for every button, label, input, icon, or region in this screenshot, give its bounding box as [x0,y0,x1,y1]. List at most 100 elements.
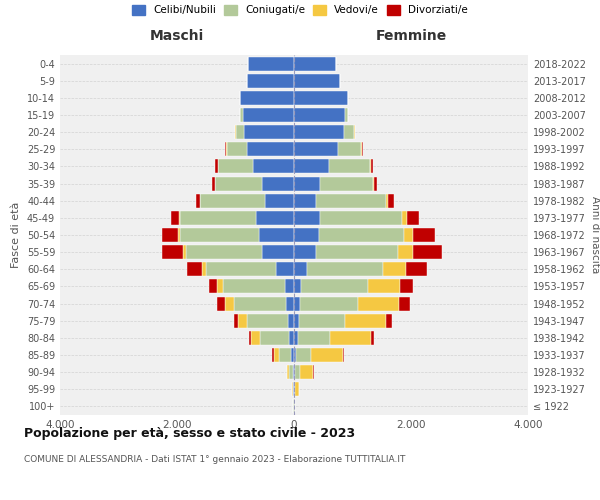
Bar [294,296,300,310]
Bar [294,108,345,122]
Bar [402,211,407,225]
Bar [374,176,377,190]
Bar [346,314,386,328]
Bar [240,91,294,105]
Bar [217,280,223,293]
Bar [227,142,247,156]
Bar [218,160,253,173]
Bar [362,142,363,156]
Bar [187,262,202,276]
Bar [413,228,435,242]
Bar [239,108,242,122]
Bar [209,280,217,293]
Bar [338,142,361,156]
Bar [242,108,294,122]
Bar [162,228,178,242]
Bar [248,56,294,70]
Bar [320,176,373,190]
Bar [171,211,179,225]
Bar [186,245,262,259]
Bar [299,314,346,328]
Bar [234,296,286,310]
Bar [202,262,206,276]
Bar [386,194,388,207]
Bar [289,331,294,345]
Bar [244,125,294,139]
Bar [307,262,383,276]
Bar [371,331,374,345]
Bar [383,262,406,276]
Bar [294,125,344,139]
Legend: Celibi/Nubili, Coniugati/e, Vedovi/e, Divorziati/e: Celibi/Nubili, Coniugati/e, Vedovi/e, Di… [132,5,468,15]
Text: Popolazione per età, sesso e stato civile - 2023: Popolazione per età, sesso e stato civil… [24,428,355,440]
Bar [407,211,419,225]
Bar [294,262,307,276]
Bar [238,314,247,328]
Bar [329,331,371,345]
Bar [294,331,298,345]
Bar [289,365,293,379]
Bar [215,176,262,190]
Bar [294,160,329,173]
Bar [345,108,349,122]
Bar [294,211,320,225]
Bar [358,296,400,310]
Bar [179,211,180,225]
Bar [180,211,256,225]
Bar [294,56,336,70]
Bar [247,74,294,88]
Bar [284,280,294,293]
Y-axis label: Anni di nascita: Anni di nascita [590,196,600,274]
Bar [235,125,244,139]
Bar [368,280,400,293]
Bar [265,194,294,207]
Bar [316,194,386,207]
Bar [300,296,358,310]
Bar [247,142,294,156]
Bar [274,348,280,362]
Bar [329,160,370,173]
Y-axis label: Fasce di età: Fasce di età [11,202,21,268]
Bar [286,296,294,310]
Bar [413,245,442,259]
Bar [294,74,340,88]
Bar [386,314,392,328]
Bar [260,331,289,345]
Bar [316,245,398,259]
Bar [293,365,294,379]
Bar [343,348,344,362]
Bar [262,176,294,190]
Bar [253,160,294,173]
Bar [301,280,368,293]
Bar [388,194,394,207]
Bar [183,245,186,259]
Bar [291,348,294,362]
Bar [294,314,299,328]
Bar [224,142,226,156]
Bar [294,194,316,207]
Text: COMUNE DI ALESSANDRIA - Dati ISTAT 1° gennaio 2023 - Elaborazione TUTTITALIA.IT: COMUNE DI ALESSANDRIA - Dati ISTAT 1° ge… [24,455,406,464]
Bar [294,91,348,105]
Bar [259,228,294,242]
Bar [215,160,218,173]
Bar [400,280,413,293]
Bar [406,262,427,276]
Bar [400,296,410,310]
Bar [300,365,313,379]
Bar [262,245,294,259]
Bar [256,211,294,225]
Bar [225,296,234,310]
Bar [320,211,402,225]
Bar [206,262,277,276]
Bar [212,176,215,190]
Bar [287,365,289,379]
Bar [223,280,284,293]
Bar [371,160,373,173]
Bar [294,245,316,259]
Bar [398,245,413,259]
Bar [294,176,320,190]
Bar [277,262,294,276]
Bar [373,176,374,190]
Bar [319,228,404,242]
Bar [280,348,291,362]
